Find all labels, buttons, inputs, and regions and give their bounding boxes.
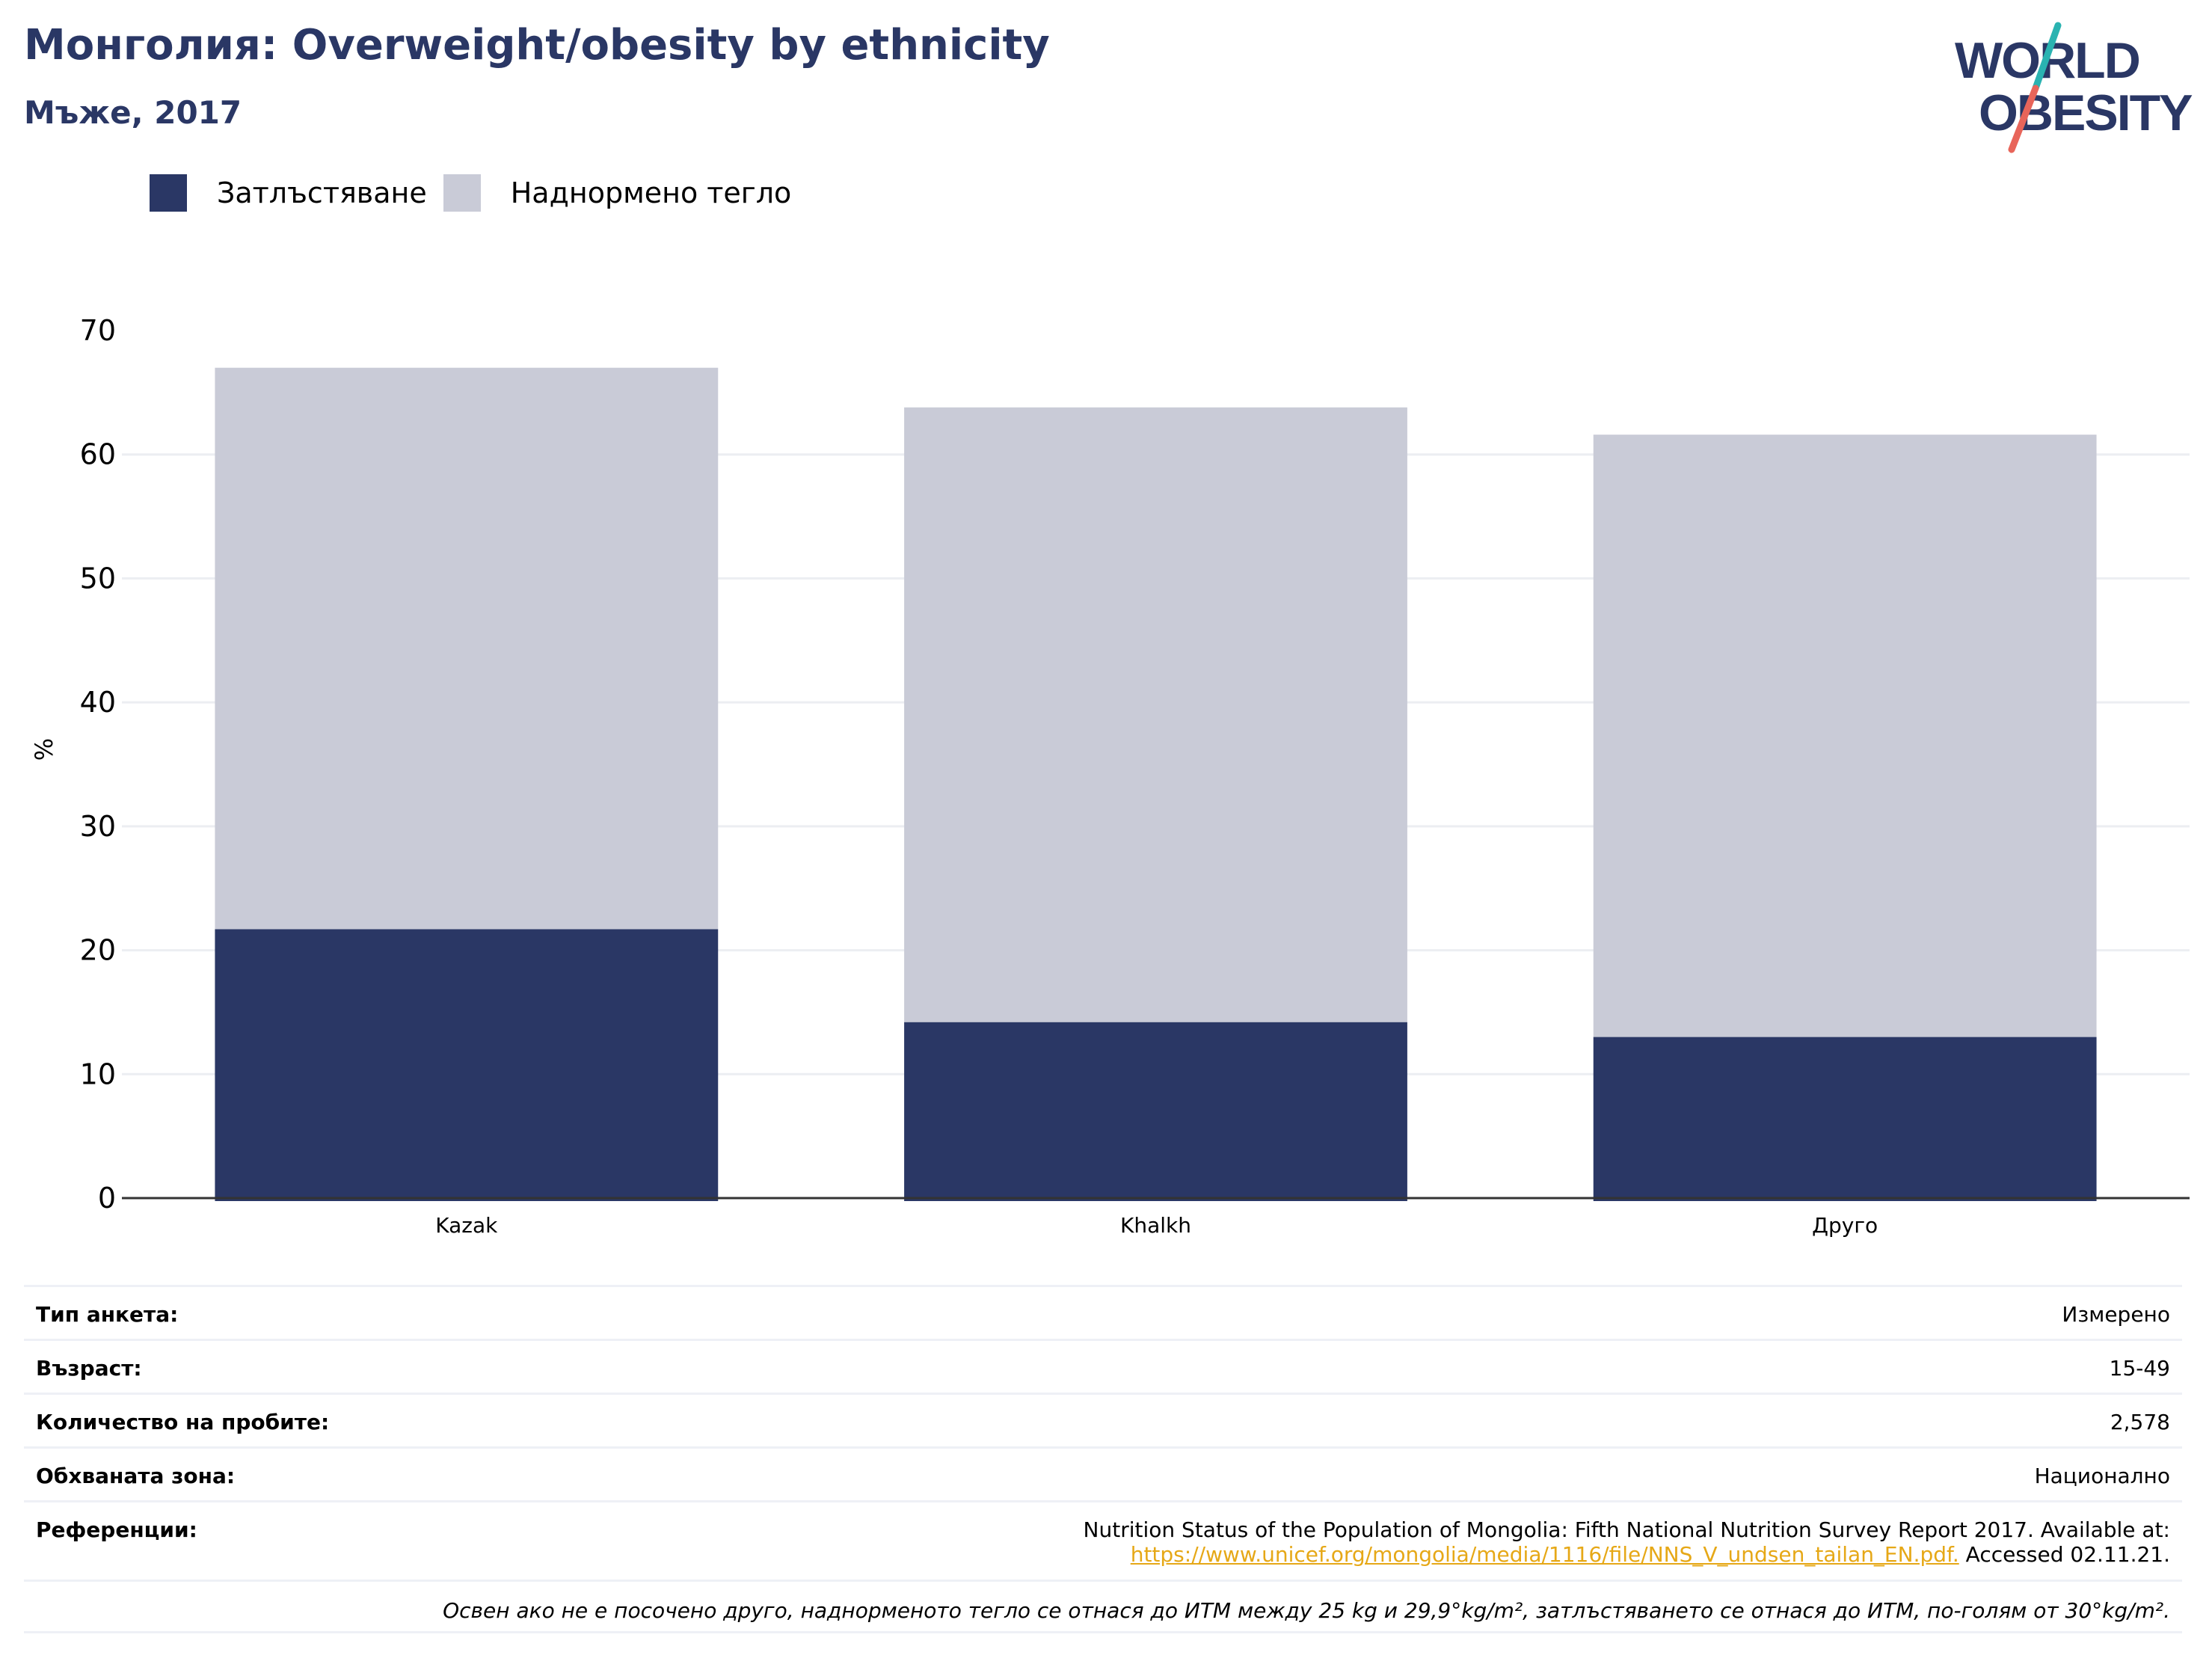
- reference-link[interactable]: https://www.unicef.org/mongolia/media/11…: [1130, 1542, 1959, 1567]
- sample-size-label: Количество на пробите:: [36, 1410, 330, 1434]
- chart-subtitle: Мъже, 2017: [24, 94, 242, 131]
- legend-label-obesity: Затлъстяване: [217, 176, 427, 209]
- info-row-coverage: Обхваната зона: Национално: [24, 1446, 2182, 1500]
- bars: [215, 367, 2097, 1201]
- bar-obesity-1[interactable]: [904, 1022, 1407, 1201]
- logo-slash-bottom: [2008, 85, 2039, 153]
- world-obesity-logo: WORLD OBESITY: [1955, 22, 2194, 153]
- y-axis-label: %: [30, 738, 58, 761]
- legend-label-overweight: Наднормено тегло: [510, 176, 792, 209]
- reference-text: Nutrition Status of the Population of Mo…: [1083, 1517, 2170, 1542]
- bar-chart: 0 10 20 30 40 50 60 70 Kazak Khalkh Друго %: [30, 314, 2190, 1238]
- x-tick-label-1: Khalkh: [1120, 1213, 1191, 1238]
- logo-slash-top: [2032, 22, 2062, 92]
- info-row-survey-type: Тип анкета: Измерено: [24, 1285, 2182, 1339]
- y-tick-label-20: 20: [80, 934, 116, 967]
- legend: Затлъстяване Наднормено тегло: [150, 171, 808, 215]
- bar-overweight-2[interactable]: [1593, 435, 2097, 1037]
- info-row-sample-size: Количество на пробите: 2,578: [24, 1393, 2182, 1446]
- bar-overweight-0[interactable]: [215, 367, 719, 930]
- y-tick-label-0: 0: [98, 1182, 116, 1215]
- x-tick-label-0: Kazak: [435, 1213, 498, 1238]
- logo-line2: OBESITY: [1979, 85, 2193, 141]
- survey-type-label: Тип анкета:: [36, 1302, 179, 1327]
- definition-note: Освен ако не е посочено друго, наднормен…: [24, 1580, 2182, 1633]
- references-value: Nutrition Status of the Population of Mo…: [1084, 1517, 2170, 1567]
- legend-item-overweight[interactable]: Наднормено тегло: [443, 174, 792, 212]
- coverage-label: Обхваната зона:: [36, 1464, 236, 1488]
- sample-size-value: 2,578: [2110, 1410, 2170, 1434]
- legend-item-obesity[interactable]: Затлъстяване: [150, 174, 427, 212]
- y-tick-label-40: 40: [80, 686, 116, 719]
- y-tick-label-60: 60: [80, 438, 116, 471]
- info-table: Тип анкета: Измерено Възраст: 15-49 Коли…: [24, 1285, 2182, 1633]
- references-label: Референции:: [36, 1517, 197, 1542]
- legend-swatch-overweight: [443, 174, 481, 212]
- reference-accessed: Accessed 02.11.21.: [1965, 1542, 2170, 1567]
- coverage-value: Национално: [2034, 1464, 2170, 1488]
- survey-type-value: Измерено: [2062, 1302, 2170, 1327]
- y-tick-label-10: 10: [80, 1057, 116, 1090]
- bar-obesity-0[interactable]: [215, 929, 719, 1201]
- info-row-age: Възраст: 15-49: [24, 1339, 2182, 1393]
- bar-overweight-1[interactable]: [904, 407, 1407, 1022]
- age-label: Възраст:: [36, 1356, 142, 1381]
- bar-obesity-2[interactable]: [1593, 1037, 2097, 1201]
- axes: 0 10 20 30 40 50 60 70 Kazak Khalkh Друго: [80, 314, 2190, 1238]
- chart-title: Монголия: Overweight/obesity by ethnicit…: [24, 21, 1050, 70]
- legend-swatch-obesity: [150, 174, 187, 212]
- age-value: 15-49: [2109, 1356, 2170, 1381]
- y-tick-label-30: 30: [80, 810, 116, 843]
- info-row-references: Референции: Nutrition Status of the Popu…: [24, 1500, 2182, 1580]
- y-tick-label-50: 50: [80, 562, 116, 595]
- y-tick-label-70: 70: [80, 314, 116, 347]
- x-tick-label-2: Друго: [1812, 1213, 1878, 1238]
